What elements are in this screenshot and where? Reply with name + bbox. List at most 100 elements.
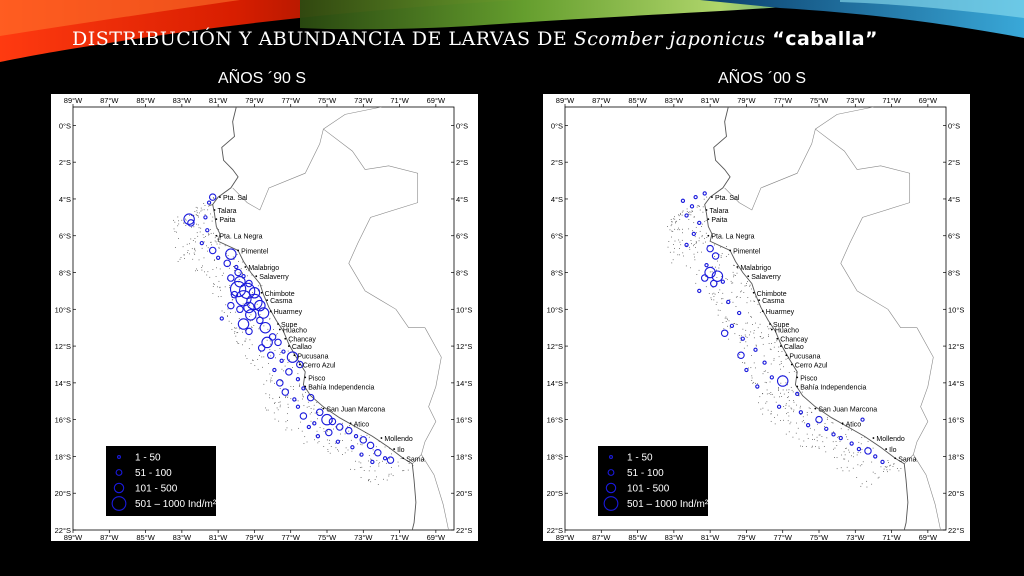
lon-label-bottom: 87°W [592, 533, 611, 541]
survey-station-dot [884, 466, 886, 467]
survey-station-dot [832, 431, 834, 433]
survey-station-dot [308, 406, 310, 407]
survey-station-dot [244, 340, 246, 342]
survey-station-dot [238, 272, 240, 274]
survey-station-dot [889, 469, 891, 471]
survey-station-dot [360, 462, 362, 464]
survey-station-dot [681, 239, 683, 241]
survey-station-dot [207, 271, 209, 273]
survey-station-dot [778, 356, 780, 358]
survey-station-dot [705, 286, 707, 288]
place-marker [814, 407, 817, 410]
survey-station-dot [278, 397, 280, 398]
survey-station-dot [714, 256, 716, 257]
lat-label-right: 10°S [948, 305, 964, 314]
survey-station-dot [898, 470, 900, 472]
survey-station-dot [212, 286, 214, 287]
survey-station-dot [372, 449, 374, 451]
survey-station-dot [778, 346, 780, 348]
survey-station-dot [212, 293, 214, 294]
survey-station-dot [739, 341, 741, 343]
lat-label-right: 6°S [948, 232, 960, 241]
place-label: Callao [784, 344, 804, 351]
survey-station-dot [217, 238, 219, 240]
survey-station-dot [774, 423, 776, 425]
lat-label-left: 2°S [59, 158, 71, 167]
larvae-abundance-marker [805, 423, 811, 428]
survey-station-dot [272, 398, 274, 400]
survey-station-dot [674, 240, 676, 242]
survey-stations [667, 196, 902, 488]
survey-station-dot [735, 306, 737, 307]
survey-station-dot [221, 274, 223, 276]
survey-station-dot [748, 367, 749, 369]
larvae-abundance-marker [306, 393, 315, 402]
survey-station-dot [292, 389, 294, 390]
survey-station-dot [692, 230, 693, 232]
lat-label-left: 18°S [547, 452, 563, 461]
place-label: Callao [292, 344, 312, 351]
survey-station-dot [276, 333, 278, 334]
country-border [412, 327, 442, 465]
lon-label-top: 89°W [64, 96, 83, 105]
survey-station-dot [834, 457, 835, 458]
survey-station-dot [189, 243, 190, 245]
survey-station-dot [759, 336, 761, 337]
survey-station-dot [306, 406, 308, 408]
survey-station-dot [275, 357, 276, 359]
survey-station-dot [185, 218, 186, 220]
larvae-abundance-marker [737, 310, 742, 316]
survey-station-dot [769, 327, 771, 329]
larvae-abundance-marker [199, 240, 204, 246]
survey-station-dot [892, 466, 894, 467]
survey-station-dot [762, 343, 764, 345]
survey-station-dot [320, 407, 322, 408]
survey-station-dot [210, 229, 211, 231]
place-marker [758, 299, 761, 302]
survey-station-dot [845, 448, 847, 449]
survey-station-dot [682, 232, 683, 234]
survey-station-dot [780, 368, 782, 370]
survey-station-dot [777, 414, 778, 416]
larvae-abundance-marker [864, 447, 872, 455]
survey-station-dot [234, 327, 236, 329]
lat-label-right: 12°S [456, 342, 472, 351]
survey-station-dot [695, 282, 697, 284]
survey-station-dot [778, 387, 779, 388]
survey-station-dot [675, 221, 677, 223]
lat-label-left: 20°S [55, 489, 71, 498]
survey-station-dot [193, 226, 195, 228]
survey-station-dot [727, 319, 728, 321]
survey-station-dot [298, 378, 300, 380]
survey-station-dot [885, 467, 887, 468]
survey-station-dot [184, 257, 185, 259]
survey-station-dot [832, 441, 834, 443]
larvae-abundance-marker [706, 244, 714, 253]
survey-station-dot [804, 422, 806, 424]
larvae-abundance-marker [315, 434, 321, 439]
survey-station-dot [242, 303, 244, 305]
survey-station-dot [836, 457, 838, 459]
survey-station-dot [766, 393, 768, 395]
survey-station-dot [834, 447, 836, 449]
survey-station-dot [768, 343, 770, 344]
place-marker [785, 354, 788, 357]
survey-station-dot [287, 362, 289, 363]
larvae-abundance-marker [223, 259, 231, 268]
survey-station-dot [745, 341, 747, 343]
survey-station-dot [267, 328, 269, 330]
survey-station-dot [211, 204, 213, 206]
survey-station-dot [344, 452, 346, 454]
survey-station-dot [234, 331, 236, 332]
survey-station-dot [690, 267, 691, 269]
survey-station-dot [378, 463, 380, 465]
larvae-abundance-marker [704, 263, 709, 268]
lon-label-top: 89°W [556, 96, 575, 105]
survey-station-dot [202, 265, 203, 267]
survey-station-dot [212, 197, 214, 199]
lat-label-left: 20°S [547, 489, 563, 498]
larvae-abundance-marker [776, 404, 782, 409]
survey-station-dot [333, 428, 334, 430]
survey-station-dot [249, 320, 251, 322]
survey-station-dot [745, 329, 747, 331]
